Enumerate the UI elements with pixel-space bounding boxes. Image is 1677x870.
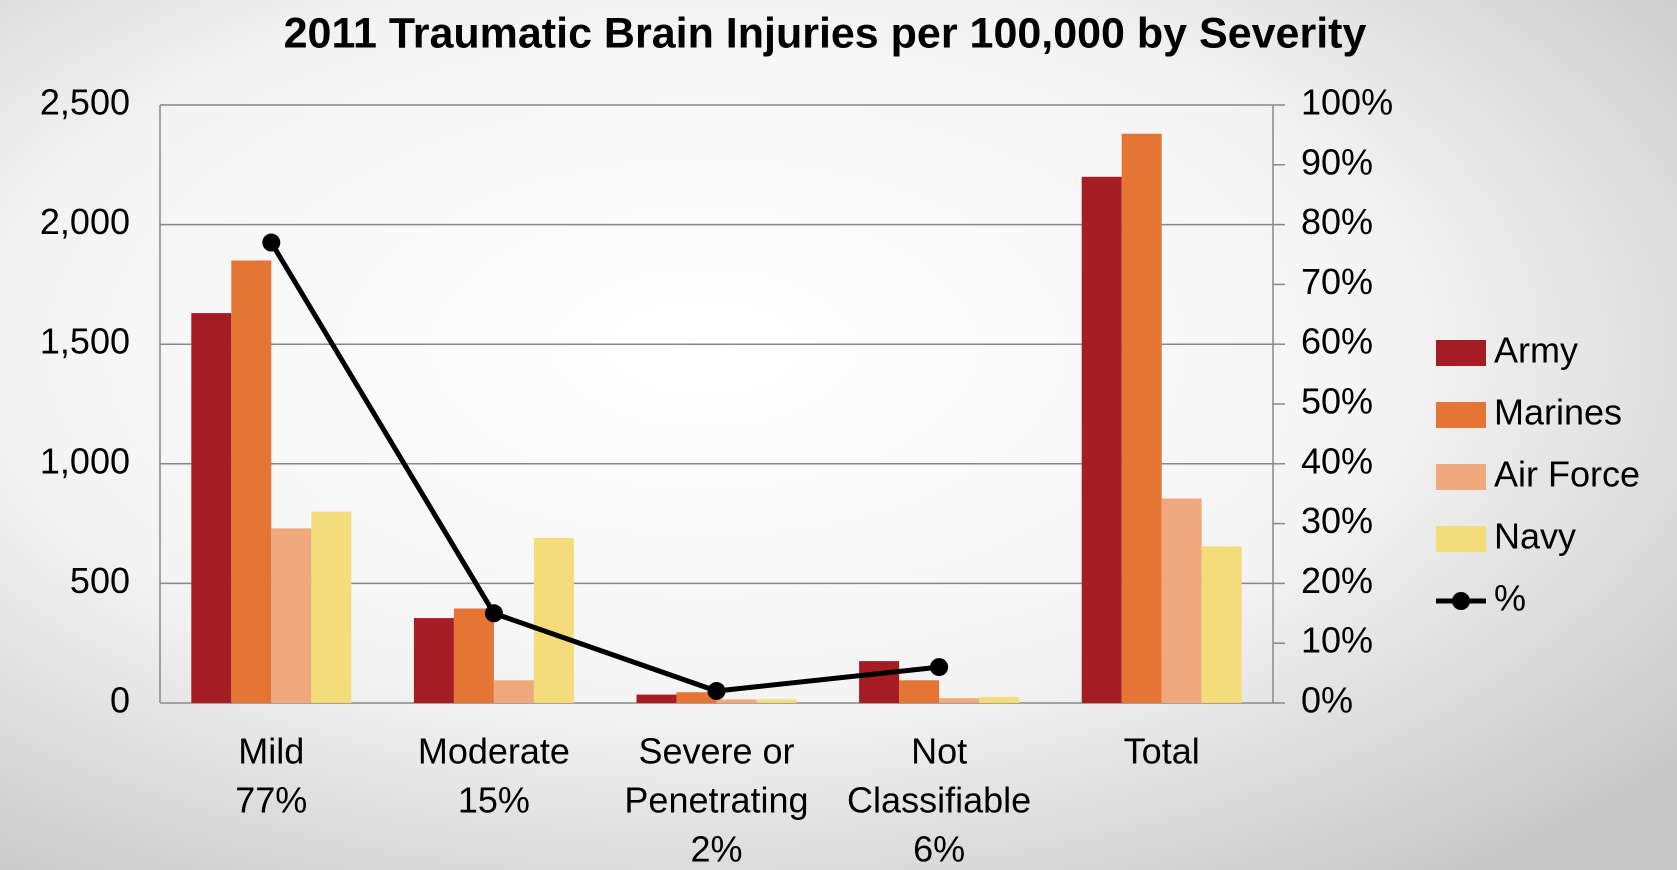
bar	[979, 697, 1020, 703]
x-tick-label: 2%	[690, 829, 742, 870]
y-tick-label: 1,500	[40, 321, 130, 362]
y-tick-label: 0	[110, 680, 130, 721]
x-tick-label: Total	[1124, 731, 1200, 772]
legend-swatch	[1436, 464, 1486, 490]
legend-swatch	[1436, 340, 1486, 366]
legend-swatch	[1436, 402, 1486, 428]
y-tick-label: 2,000	[40, 201, 130, 242]
bar	[939, 698, 980, 703]
y2-tick-label: 10%	[1301, 620, 1373, 661]
x-tick-label: Moderate	[418, 731, 570, 772]
bar	[859, 661, 900, 703]
bar	[756, 699, 797, 703]
y-tick-label: 1,000	[40, 440, 130, 481]
line-marker	[262, 233, 281, 252]
bar	[636, 694, 677, 703]
bar	[716, 699, 757, 703]
chart-title: 2011 Traumatic Brain Injuries per 100,00…	[284, 9, 1367, 57]
bar	[676, 692, 717, 703]
legend-swatch	[1436, 526, 1486, 552]
x-tick-label: 77%	[235, 780, 307, 821]
x-tick-label: 15%	[458, 780, 530, 821]
bar	[231, 260, 272, 703]
y2-tick-label: 90%	[1301, 141, 1373, 182]
bar	[899, 680, 940, 703]
line-marker	[484, 604, 503, 623]
bar	[311, 511, 352, 703]
y-tick-label: 500	[70, 560, 130, 601]
bar	[1081, 176, 1122, 703]
y2-tick-label: 80%	[1301, 201, 1373, 242]
y2-tick-label: 30%	[1301, 500, 1373, 541]
x-tick-label: Not	[911, 731, 967, 772]
bar	[1201, 546, 1242, 703]
bar	[191, 313, 232, 703]
line	[269, 241, 940, 694]
bar	[413, 618, 454, 703]
legend-label: Navy	[1494, 516, 1576, 557]
x-tick-label: 6%	[913, 829, 965, 870]
line-marker	[707, 682, 726, 701]
x-tick-label: Severe or	[638, 731, 794, 772]
bar	[271, 528, 312, 703]
bar	[1121, 133, 1162, 704]
x-tick-label: Penetrating	[624, 780, 808, 821]
x-tick-label: Mild	[238, 731, 304, 772]
bar	[493, 680, 534, 703]
legend-label: %	[1494, 578, 1526, 619]
y-tick-label: 2,500	[40, 82, 130, 123]
legend-marker	[1452, 592, 1470, 610]
y2-tick-label: 60%	[1301, 321, 1373, 362]
y2-tick-label: 70%	[1301, 261, 1373, 302]
legend-label: Army	[1494, 330, 1578, 371]
legend-label: Air Force	[1494, 454, 1640, 495]
legend-label: Marines	[1494, 392, 1622, 433]
y2-tick-label: 50%	[1301, 381, 1373, 422]
y2-tick-label: 0%	[1301, 680, 1353, 721]
bar	[453, 608, 494, 703]
bar	[533, 537, 574, 703]
line-marker	[930, 658, 949, 677]
y2-tick-label: 100%	[1301, 82, 1393, 123]
x-tick-label: Classifiable	[847, 780, 1031, 821]
y2-tick-label: 20%	[1301, 560, 1373, 601]
y2-tick-label: 40%	[1301, 440, 1373, 481]
bar	[1161, 498, 1202, 703]
